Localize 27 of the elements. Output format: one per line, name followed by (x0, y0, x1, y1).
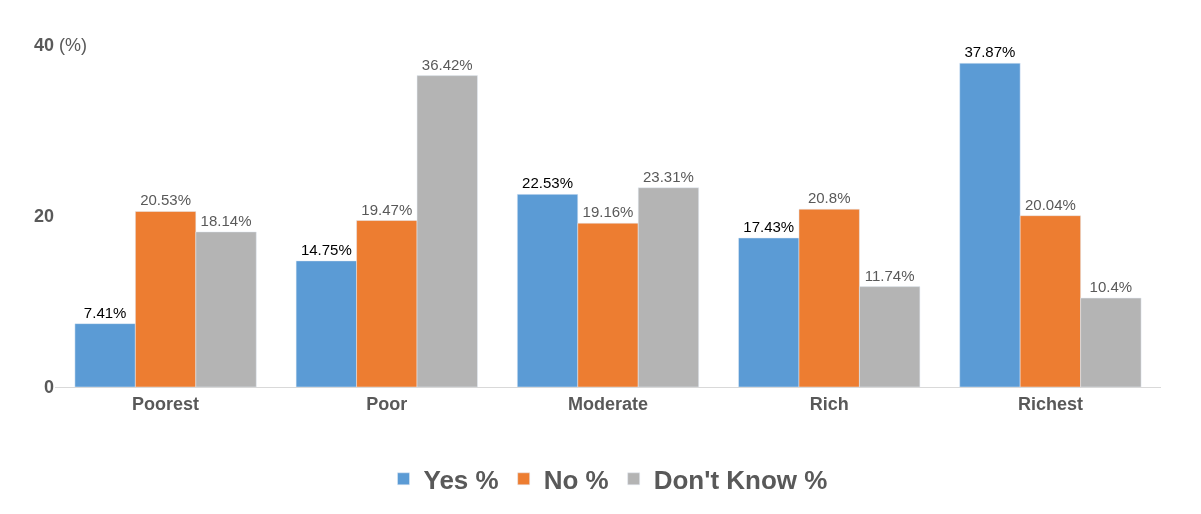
data-label: 36.42% (421, 55, 473, 73)
x-tick-label: Poorest (132, 393, 200, 414)
data-label: 20.04% (1024, 195, 1076, 213)
x-tick-label: Moderate (567, 393, 649, 414)
data-label: 18.14% (200, 211, 252, 229)
data-label: 11.74% (864, 266, 915, 284)
data-label: 17.43% (743, 217, 795, 235)
x-tick-label: Richest (1017, 393, 1083, 414)
data-label: 10.4% (1089, 278, 1133, 296)
y-axis-title: (%) (59, 35, 87, 55)
data-label: 23.31% (643, 167, 694, 185)
data-label: 14.75% (300, 240, 352, 258)
x-tick-label: Rich (809, 393, 849, 414)
data-label: 19.47% (361, 200, 413, 218)
data-label: 20.53% (140, 191, 192, 209)
data-label: 37.87% (964, 43, 1016, 61)
y-tick-label: 20 (33, 206, 54, 227)
data-label: 20.8% (807, 189, 851, 207)
data-label: 19.16% (582, 203, 634, 221)
legend-label: Yes % (423, 464, 499, 495)
x-tick-label: Poor (366, 393, 408, 414)
y-tick-label: 40 (33, 35, 54, 56)
data-label: 22.53% (522, 174, 573, 192)
legend-label: Don't Know % (653, 464, 828, 495)
data-label: 7.41% (83, 303, 127, 321)
y-tick-label: 0 (43, 377, 54, 398)
legend-label: No % (543, 464, 609, 495)
